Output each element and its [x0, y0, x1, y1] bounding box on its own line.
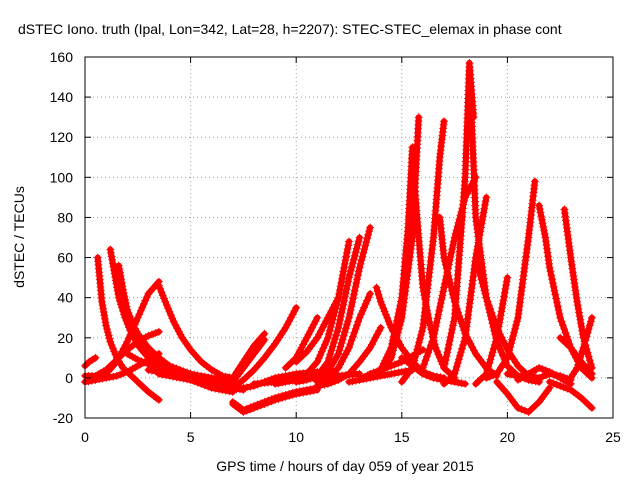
data-point-markers [313, 323, 385, 390]
y-tick-label: 80 [57, 209, 73, 225]
data-point-markers [397, 117, 448, 386]
data-point-markers [228, 385, 322, 416]
data-point-markers [545, 377, 596, 412]
data-point-markers [471, 273, 512, 388]
data-point-markers [93, 253, 163, 404]
x-tick-label: 0 [81, 429, 89, 445]
data-point-markers [482, 177, 539, 382]
y-tick-label: 120 [50, 129, 74, 145]
y-tick-label: -20 [53, 410, 73, 426]
x-tick-label: 5 [187, 429, 195, 445]
y-axis-label: dSTEC / TECUs [11, 186, 27, 288]
x-tick-label: 25 [605, 429, 621, 445]
data-point-markers [292, 233, 364, 386]
chart-title: dSTEC Iono. truth (Ipal, Lon=342, Lat=28… [18, 21, 562, 37]
y-tick-label: 100 [50, 169, 74, 185]
data-point-markers [492, 377, 554, 416]
y-tick-label: 20 [57, 330, 73, 346]
y-axis-ticks: -20 0 20 40 60 80 100 120 140 160 [50, 49, 613, 426]
y-tick-label: 60 [57, 250, 73, 266]
y-tick-label: 40 [57, 290, 73, 306]
data-series-group [81, 59, 596, 416]
data-point-markers [271, 237, 353, 388]
x-axis-ticks: 0 5 10 15 20 25 [81, 57, 621, 445]
x-tick-label: 15 [394, 429, 410, 445]
data-point-markers [503, 369, 575, 384]
plot-frame [84, 56, 614, 419]
y-tick-label: 140 [50, 89, 74, 105]
y-tick-label: 0 [65, 370, 73, 386]
x-tick-label: 10 [288, 429, 304, 445]
x-axis-label: GPS time / hours of day 059 of year 2015 [216, 458, 474, 474]
data-point-markers [560, 205, 596, 372]
y-tick-label: 160 [50, 49, 74, 65]
data-point-markers [154, 281, 237, 382]
x-tick-label: 20 [500, 429, 516, 445]
